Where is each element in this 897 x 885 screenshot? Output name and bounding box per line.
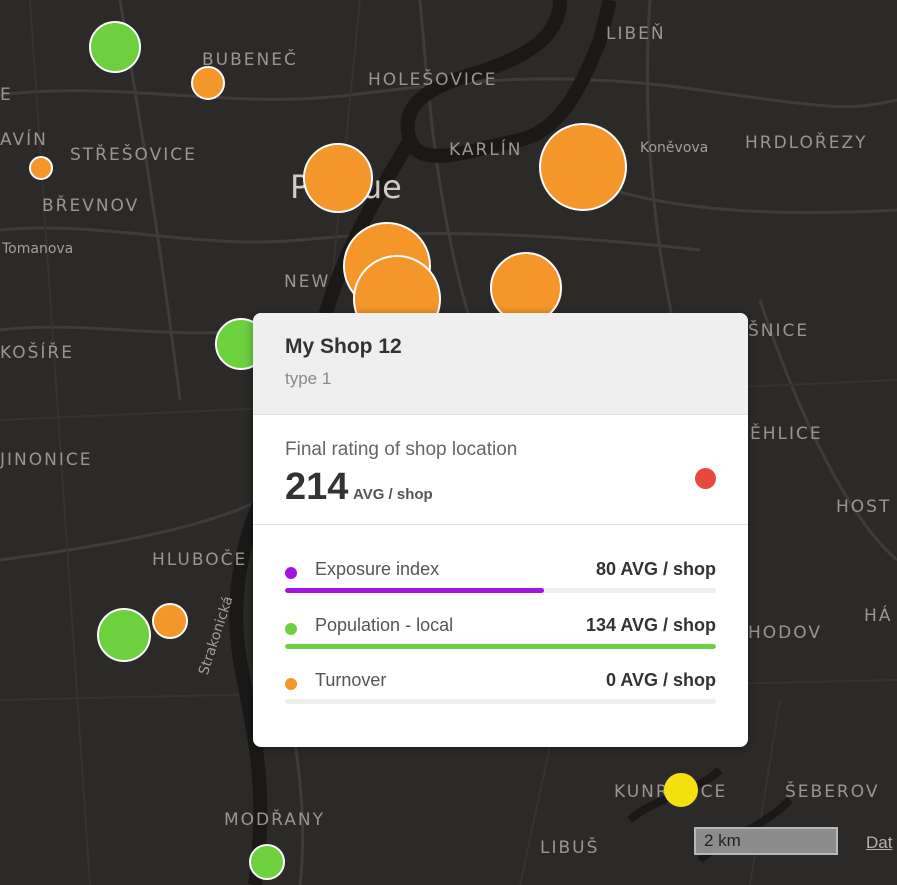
metric-value: 0 AVG / shop — [605, 670, 716, 690]
shop-popup: My Shop 12 type 1 Final rating of shop l… — [253, 313, 748, 747]
district-label: HOST — [836, 497, 892, 517]
district-label: ŠNICE — [748, 321, 810, 341]
district-label: JINONICE — [0, 450, 93, 470]
district-label: AVÍN — [0, 130, 48, 150]
scale-bar: 2 km — [694, 827, 838, 855]
metric-label: Turnover — [315, 670, 387, 690]
street-label: Tomanova — [2, 241, 74, 257]
district-label: MODŘANY — [224, 810, 325, 830]
scale-label: 2 km — [704, 831, 741, 850]
metric-value: 80 AVG / shop — [595, 559, 716, 579]
rating-status-dot — [695, 468, 716, 489]
marker-orange-8[interactable] — [152, 603, 188, 639]
popup-divider — [253, 524, 748, 525]
metric-row: Exposure index 80 AVG / shop — [285, 558, 716, 606]
marker-orange-1[interactable] — [191, 66, 225, 100]
district-label: BUBENEČ — [202, 50, 298, 70]
marker-yellow-1[interactable] — [664, 773, 698, 807]
district-label: KARLÍN — [449, 140, 523, 160]
metric-bar-fill — [285, 644, 716, 649]
rating-value: 214 — [285, 466, 349, 508]
marker-green-3[interactable] — [97, 608, 151, 662]
attribution-link[interactable]: Dat — [866, 833, 893, 852]
metric-label: Population - local — [315, 615, 454, 635]
district-label: LIBUŠ — [540, 838, 600, 858]
metric-value: 134 AVG / shop — [585, 615, 716, 635]
district-label: BŘEVNOV — [42, 196, 140, 216]
marker-orange-2[interactable] — [29, 156, 53, 180]
metric-row: Population - local 134 AVG / shop — [285, 614, 716, 662]
marker-orange-4[interactable] — [539, 123, 627, 211]
district-label: HRDLOŘEZY — [745, 133, 868, 153]
metric-bar-fill — [285, 588, 544, 593]
district-label: E — [0, 85, 13, 105]
marker-green-4[interactable] — [249, 844, 285, 880]
metric-bar-track — [285, 644, 716, 649]
rating-unit: AVG / shop — [353, 486, 433, 503]
district-label: KOŠÍŘE — [0, 343, 74, 363]
marker-green-1[interactable] — [89, 21, 141, 73]
rating-label: Final rating of shop location — [285, 439, 518, 460]
popup-header: My Shop 12 type 1 — [253, 313, 748, 415]
district-label: LIBEŇ — [606, 24, 666, 44]
district-label: HOLEŠOVICE — [368, 70, 498, 90]
metric-label: Exposure index — [315, 559, 440, 579]
metric-dot — [285, 678, 297, 690]
shop-type: type 1 — [285, 369, 332, 388]
district-label: HLUBOČE — [152, 550, 248, 570]
metric-dot — [285, 623, 297, 635]
marker-orange-3[interactable] — [303, 143, 373, 213]
street-label: Koněvova — [640, 140, 709, 156]
metric-bar-track — [285, 699, 716, 704]
metric-row: Turnover 0 AVG / shop — [285, 669, 716, 717]
district-label: HÁ — [864, 606, 893, 626]
shop-title: My Shop 12 — [285, 335, 402, 358]
district-label: ĚHLICE — [750, 424, 823, 444]
metric-bar-track — [285, 588, 716, 593]
district-label: STŘEŠOVICE — [70, 145, 197, 165]
district-label: NEW — [284, 272, 331, 292]
district-label: ŠEBEROV — [785, 782, 880, 802]
metric-dot — [285, 567, 297, 579]
district-label: HODOV — [748, 623, 822, 643]
